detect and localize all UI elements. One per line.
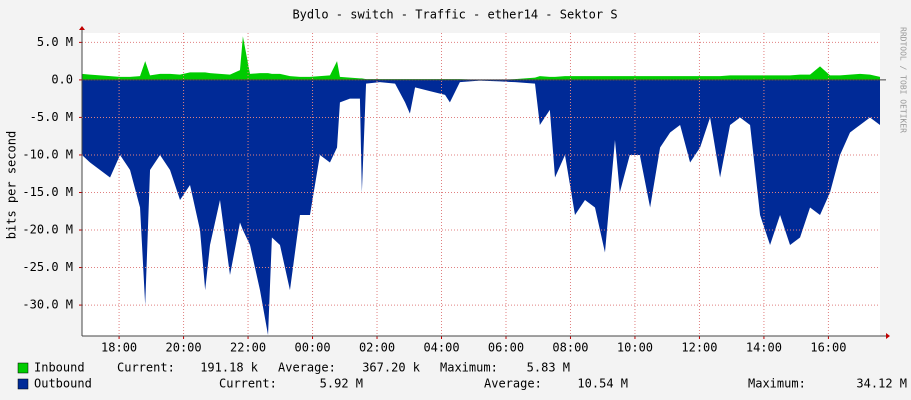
legend-swatch [17,362,29,374]
chart-title: Bydlo - switch - Traffic - ether14 - Sek… [292,8,617,22]
legend-stat-value: 5.92 M [320,377,363,391]
legend-stat-value: 34.12 M [856,377,907,391]
x-tick-label: 02:00 [359,341,395,355]
x-tick-label: 10:00 [617,341,653,355]
legend-label: Inbound [34,361,85,375]
y-axis-arrow [79,26,85,30]
legend-stat-label: Maximum: [440,361,498,375]
x-tick-label: 14:00 [746,341,782,355]
legend-stat-label: Maximum: [748,377,806,391]
x-tick-label: 00:00 [294,341,330,355]
legend-stat-label: Current: [219,377,277,391]
y-tick-label: -10.0 M [22,147,73,161]
legend-swatch [17,378,29,390]
y-tick-label: -20.0 M [22,223,73,237]
legend-stat-label: Average: [278,361,336,375]
y-tick-label: 5.0 M [37,35,73,49]
x-tick-label: 06:00 [488,341,524,355]
legend-stat-value: 367.20 k [362,361,421,375]
x-tick-label: 04:00 [423,341,459,355]
area [82,79,880,336]
legend-stat-value: 191.18 k [200,361,259,375]
x-tick-label: 22:00 [230,341,266,355]
y-tick-label: -15.0 M [22,185,73,199]
y-tick-label: -25.0 M [22,260,73,274]
area [82,36,880,80]
x-tick-label: 12:00 [681,341,717,355]
legend-stat-value: 10.54 M [577,377,628,391]
legend-label: Outbound [34,377,92,391]
y-tick-label: 0.0 [51,72,73,86]
legend-stat-label: Current: [117,361,175,375]
y-tick-label: -5.0 M [30,110,73,124]
x-axis-arrow [886,333,890,339]
watermark: RRDTOOL / TOBI OETIKER [899,27,908,133]
x-tick-label: 18:00 [101,341,137,355]
y-tick-label: -30.0 M [22,298,73,312]
x-tick-label: 08:00 [552,341,588,355]
legend-stat-label: Average: [484,377,542,391]
x-tick-label: 16:00 [810,341,846,355]
y-axis-label: bits per second [5,131,19,239]
legend-stat-value: 5.83 M [527,361,570,375]
x-tick-label: 20:00 [166,341,202,355]
